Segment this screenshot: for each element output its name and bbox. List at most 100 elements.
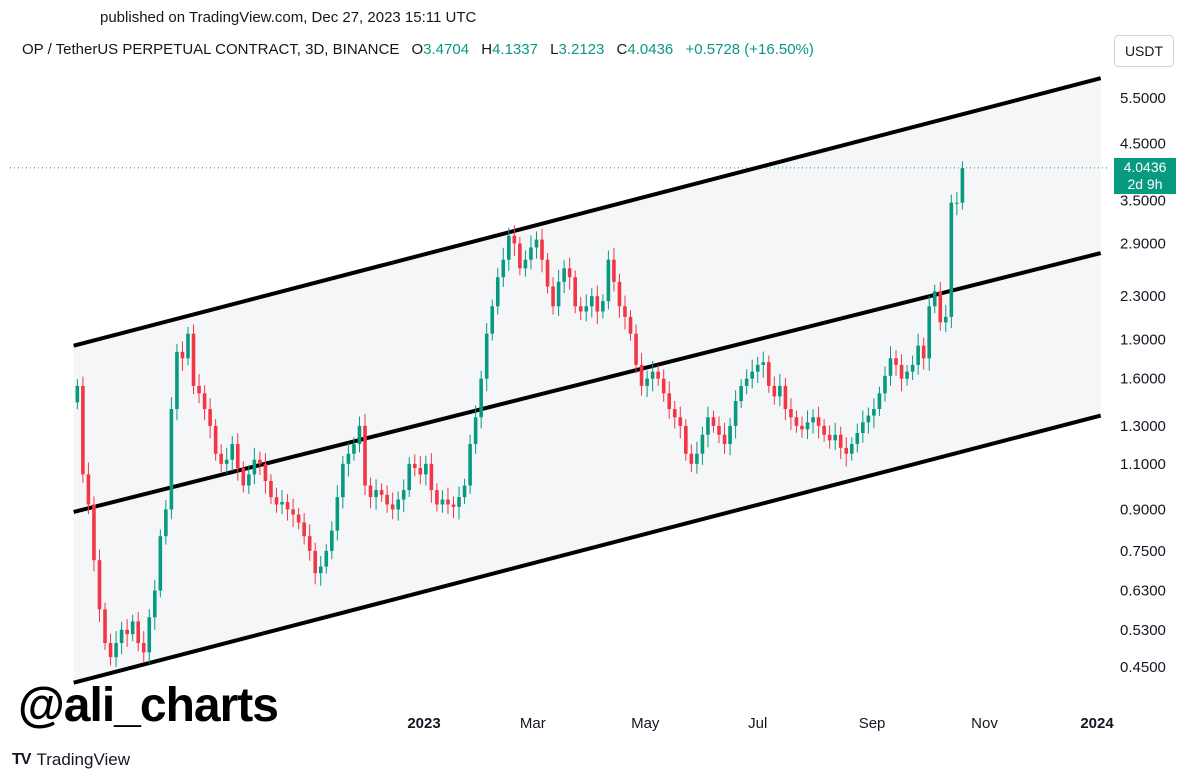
candle-body [451, 504, 456, 507]
candle-body [202, 393, 207, 410]
candle-body [778, 385, 782, 397]
candle [501, 247, 506, 287]
y-tick-label: 4.5000 [1120, 136, 1166, 153]
candle [86, 462, 91, 515]
candle-body [849, 444, 854, 454]
x-tick-label: Jul [748, 715, 767, 732]
candle [147, 609, 152, 664]
candle-body [711, 417, 716, 426]
candle-body [512, 235, 517, 244]
candle [335, 485, 340, 541]
candle [302, 513, 306, 545]
candle-body [252, 459, 257, 475]
candle [241, 461, 246, 493]
candle-body [573, 277, 577, 307]
candle [468, 434, 472, 494]
candle-body [81, 385, 85, 475]
candle-body [153, 590, 157, 618]
candle [280, 490, 284, 515]
candle-body [335, 497, 340, 531]
candle-body [744, 378, 749, 386]
price-axis[interactable]: 5.5000 4.5000 3.5000 2.9000 2.3000 1.9000 1.60… [1120, 90, 1166, 676]
candle [739, 379, 743, 408]
candle [130, 614, 135, 642]
candle-body [844, 447, 849, 454]
candle-body [551, 286, 555, 307]
candle [252, 447, 257, 485]
candle [346, 443, 351, 477]
candle-body [429, 463, 434, 491]
candle-body [274, 497, 279, 505]
x-tick-label: 2023 [407, 715, 440, 732]
candle [700, 426, 705, 465]
candle [639, 352, 644, 396]
candle-body [385, 494, 389, 505]
candle-body [92, 504, 96, 561]
candle-body [330, 530, 334, 551]
time-axis[interactable]: 2023 Mar May Jul Sep Nov 2024 [407, 715, 1114, 732]
candle [899, 354, 904, 392]
channel-lower-line[interactable] [73, 413, 1102, 685]
candle-body [656, 371, 660, 379]
candle [374, 479, 378, 510]
candle-body [114, 643, 118, 658]
candle-body [352, 444, 356, 454]
candle [429, 453, 434, 503]
candle [75, 379, 80, 410]
candle [523, 250, 528, 277]
tradingview-branding[interactable]: TV TradingView [12, 750, 130, 770]
candle [108, 633, 113, 666]
candle-body [921, 345, 926, 359]
candle [628, 310, 633, 341]
candle-body [518, 243, 522, 269]
candle-body [258, 459, 262, 464]
candle [783, 377, 788, 421]
candle [861, 410, 865, 443]
candle-body [313, 550, 318, 574]
candle-body [357, 425, 362, 445]
y-tick-label: 0.4500 [1120, 659, 1166, 676]
candle [202, 385, 207, 421]
candle-body [766, 362, 771, 386]
candle-body [584, 306, 589, 312]
candle [479, 370, 483, 429]
candle-body [379, 490, 384, 495]
candle [224, 447, 229, 474]
candle [944, 304, 948, 333]
symbol-title[interactable]: OP / TetherUS PERPETUAL CONTRACT, 3D, BI… [22, 41, 400, 58]
candle-body [346, 453, 351, 464]
candle [291, 498, 295, 528]
candle-body [855, 432, 860, 445]
candle [717, 416, 721, 444]
change-value: +0.5728 (+16.50%) [685, 41, 814, 58]
candle-body [883, 375, 887, 394]
candle-body [949, 202, 954, 317]
candle-body [208, 409, 212, 426]
low-label: L [550, 41, 559, 58]
channel-upper-line[interactable] [73, 76, 1102, 348]
candle-body [800, 425, 804, 430]
y-tick-label: 1.3000 [1120, 418, 1166, 435]
candle [684, 419, 688, 461]
candle [678, 406, 683, 439]
candle [424, 455, 428, 486]
candle [518, 236, 522, 276]
candle [772, 376, 777, 405]
candle-body [401, 490, 406, 500]
candle [401, 479, 406, 513]
candle-body [490, 306, 495, 334]
candle [81, 376, 85, 483]
high-label: H [481, 41, 493, 58]
candle [529, 235, 533, 270]
candle-body [247, 474, 251, 486]
currency-button[interactable]: USDT [1114, 35, 1174, 67]
candle [440, 490, 445, 513]
candle-body [75, 385, 80, 403]
y-tick-label: 5.5000 [1120, 90, 1166, 107]
candle-body [794, 417, 799, 426]
candle [883, 366, 887, 402]
candle-body [706, 417, 710, 435]
candle [136, 612, 141, 652]
candle-body [601, 301, 605, 312]
